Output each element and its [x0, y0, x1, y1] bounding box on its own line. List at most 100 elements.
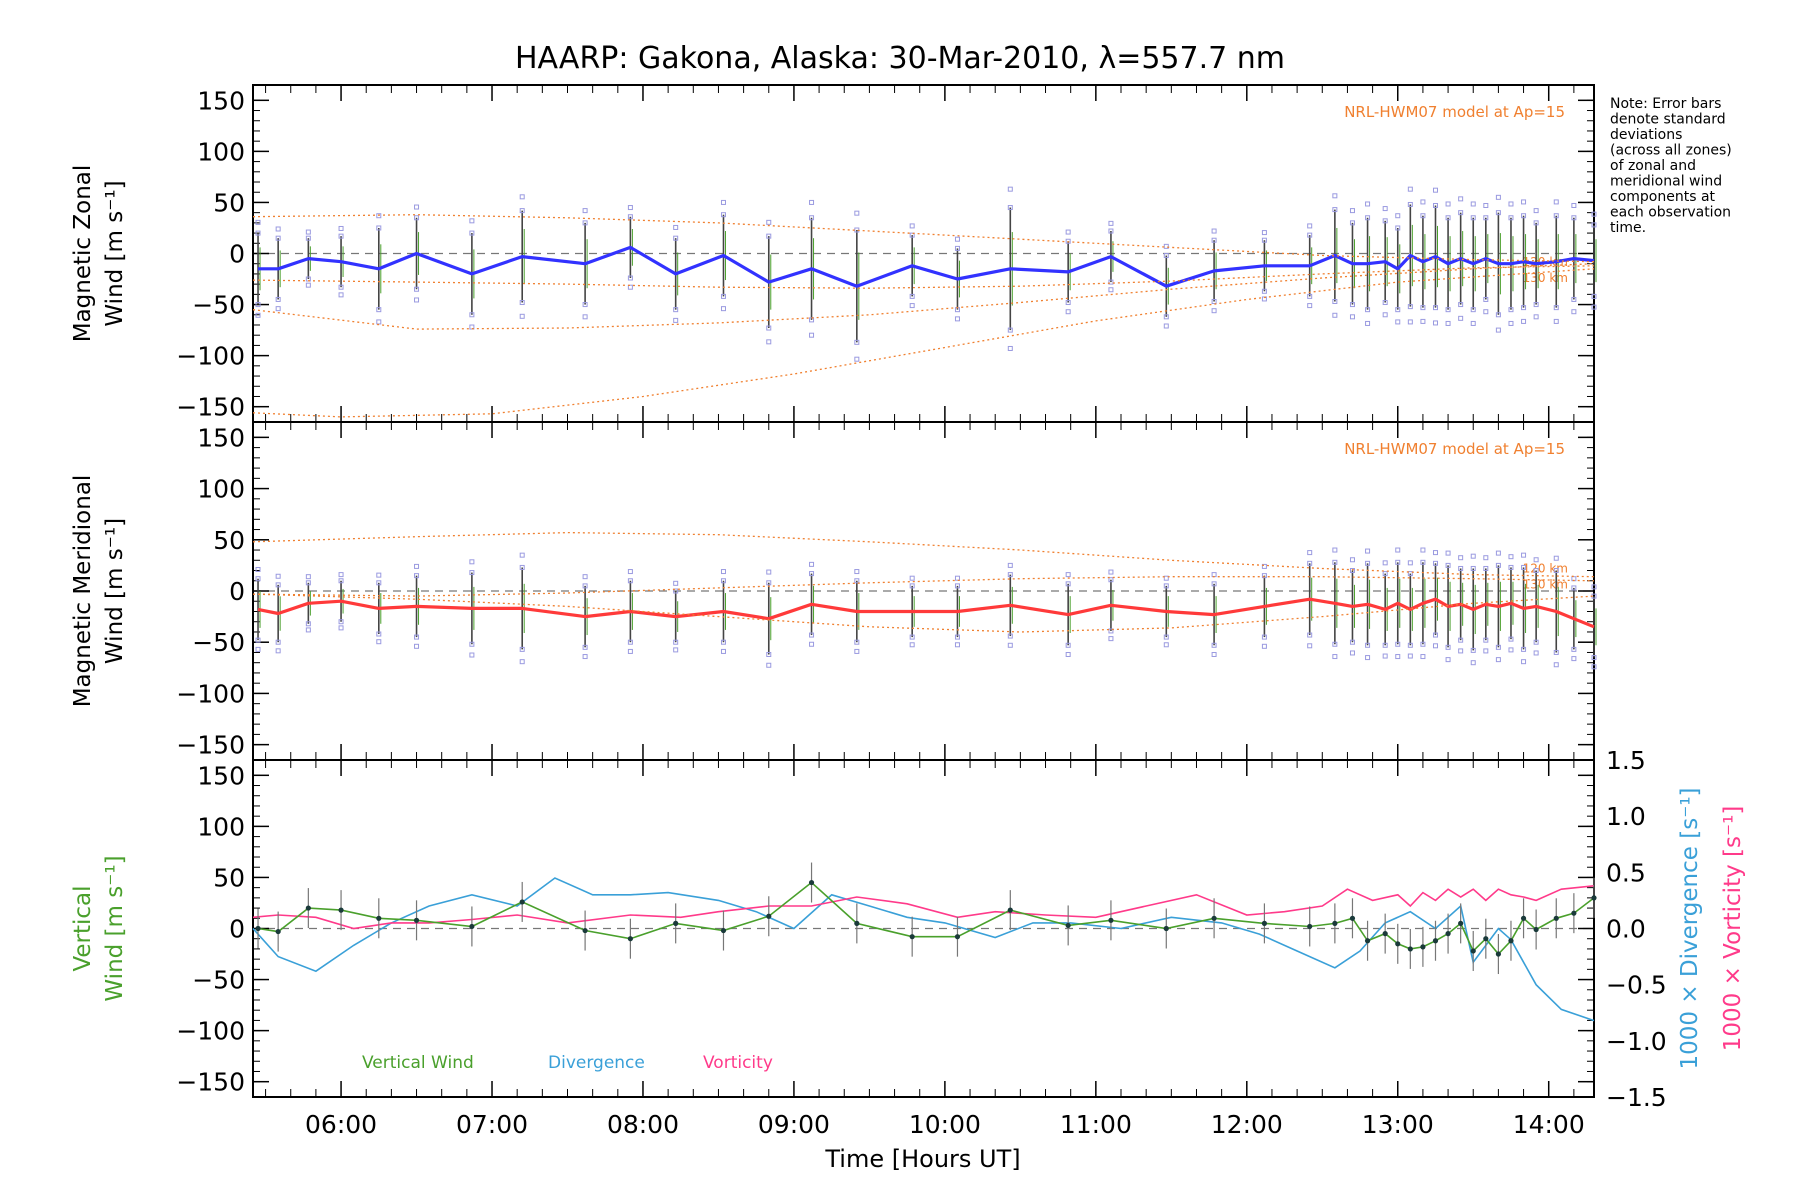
zone-marker — [1261, 634, 1267, 640]
zone-marker — [1553, 649, 1559, 655]
zone-marker — [1365, 655, 1371, 661]
zone-marker — [1571, 646, 1577, 652]
zone-marker — [809, 332, 815, 338]
zone-marker — [1495, 327, 1501, 333]
zone-marker — [1432, 560, 1438, 566]
zone-marker — [1108, 569, 1114, 575]
zone-marker — [1163, 243, 1169, 249]
zone-marker — [414, 297, 420, 303]
zone-marker — [673, 317, 679, 323]
zone-marker — [1483, 555, 1489, 561]
zone-marker — [909, 303, 915, 309]
zone-marker — [1591, 293, 1597, 299]
zone-marker — [809, 561, 815, 567]
zone-marker — [582, 574, 588, 580]
zone-marker — [519, 194, 525, 200]
zone-marker — [1261, 237, 1267, 243]
zone-marker — [1508, 636, 1514, 642]
zone-marker — [1307, 643, 1313, 649]
zone-marker — [1407, 560, 1413, 566]
zone-marker — [1521, 318, 1527, 324]
zone-marker — [627, 578, 633, 584]
zone-marker — [1365, 215, 1371, 221]
zone-marker — [909, 223, 915, 229]
vertical-wind-point — [720, 927, 727, 934]
zone-marker — [519, 552, 525, 558]
zone-marker — [673, 639, 679, 645]
vertical-wind-point — [1211, 915, 1217, 921]
zone-marker — [1211, 581, 1217, 587]
zone-marker — [1007, 572, 1013, 578]
note-line: deviations — [1610, 127, 1682, 143]
zone-marker — [305, 580, 311, 586]
zone-marker — [766, 219, 772, 225]
zone-marker — [376, 572, 382, 578]
zone-marker — [1553, 305, 1559, 311]
zone-marker — [1365, 307, 1371, 313]
zone-marker — [766, 652, 772, 658]
vertical-wind-point — [519, 899, 525, 905]
zone-marker — [275, 226, 281, 232]
zone-marker — [1445, 562, 1451, 568]
y-axis-label: Magnetic Meridional — [70, 475, 96, 708]
zone-marker — [1108, 636, 1114, 642]
zone-marker — [519, 659, 525, 665]
zone-marker — [519, 300, 525, 306]
zone-marker — [376, 580, 382, 586]
zone-marker — [1458, 196, 1464, 202]
vertical-wind-point — [854, 920, 860, 926]
zone-marker — [1470, 565, 1476, 571]
zone-marker — [809, 632, 815, 638]
zone-marker — [1483, 203, 1489, 209]
zone-marker — [720, 212, 726, 218]
y-tick-label: 150 — [197, 423, 245, 452]
zone-marker — [1508, 554, 1514, 560]
model-alt-label: 120 km — [1523, 562, 1568, 576]
zone-marker — [255, 566, 261, 572]
vertical-wind-point — [255, 925, 261, 932]
zone-marker — [1307, 550, 1313, 556]
zone-marker — [582, 314, 588, 320]
zone-marker — [1332, 193, 1338, 199]
zone-marker — [1458, 565, 1464, 571]
y-tick-label: −150 — [176, 393, 245, 422]
zone-marker — [519, 564, 525, 570]
zone-marker — [1470, 215, 1476, 221]
zone-marker — [1407, 201, 1413, 207]
zone-marker — [1211, 652, 1217, 658]
zone-marker — [305, 229, 311, 235]
zone-marker — [1445, 201, 1451, 207]
zone-marker — [338, 292, 344, 298]
zone-marker — [338, 284, 344, 290]
zone-marker — [1483, 309, 1489, 315]
zone-marker — [627, 205, 633, 211]
y2-tick-label: −0.5 — [1606, 971, 1667, 1000]
vertical-wind-point — [1520, 915, 1527, 921]
zone-marker — [809, 199, 815, 205]
zone-marker — [1261, 230, 1267, 236]
zone-marker — [720, 648, 726, 654]
vertical-wind-point — [1420, 944, 1426, 950]
zone-marker — [766, 339, 772, 345]
x-tick-label: 10:00 — [909, 1110, 981, 1139]
note-line: denote standard — [1610, 112, 1726, 128]
model-curve — [252, 214, 1595, 263]
zone-marker — [1065, 238, 1071, 244]
zone-marker — [854, 639, 860, 645]
y-tick-label: 100 — [197, 475, 245, 504]
panel-meridional: −150 −100 −50 0 50 100 150 Magnetic Meridional W… — [70, 421, 1597, 761]
vertical-wind-point — [1407, 946, 1413, 952]
zone-marker — [519, 646, 525, 652]
zone-marker — [954, 245, 960, 251]
zone-marker — [1458, 315, 1464, 321]
zone-marker — [909, 575, 915, 581]
zone-marker — [1508, 564, 1514, 570]
zone-marker — [1395, 641, 1401, 647]
zone-marker — [854, 569, 860, 575]
zone-marker — [338, 578, 344, 584]
y-tick-label: −150 — [176, 1068, 245, 1097]
zone-marker — [1445, 657, 1451, 663]
zone-marker — [1365, 548, 1371, 554]
zone-marker — [275, 648, 281, 654]
